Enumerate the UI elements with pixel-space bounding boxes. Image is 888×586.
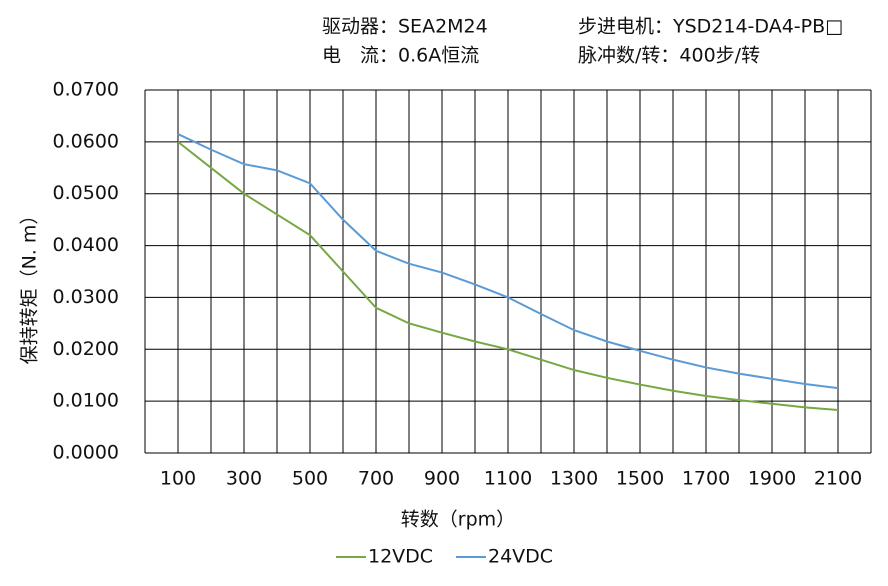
x-tick-label: 900	[424, 468, 460, 490]
legend-label: 24VDC	[488, 546, 553, 568]
x-tick-label: 2100	[814, 468, 862, 490]
y-tick-label: 0.0400	[53, 234, 119, 256]
x-tick-label: 1900	[748, 468, 796, 490]
y-tick-label: 0.0100	[53, 390, 119, 412]
header-pulse: 脉冲数/转：400步/转	[578, 45, 760, 67]
x-tick-label: 700	[358, 468, 394, 490]
y-tick-label: 0.0300	[53, 286, 119, 308]
x-tick-label: 100	[160, 468, 196, 490]
y-tick-label: 0.0500	[53, 182, 119, 204]
line-series	[177, 133, 839, 390]
x-axis-label: 转数（rpm）	[401, 509, 515, 531]
line-series	[177, 141, 839, 411]
x-tick-label: 1500	[616, 468, 664, 490]
y-axis-label: 保持转矩（N. m）	[19, 206, 41, 365]
y-tick-label: 0.0700	[53, 79, 119, 101]
y-tick-label: 0.0200	[53, 338, 119, 360]
header-driver: 驱动器：SEA2M24	[322, 16, 488, 38]
y-tick-label: 0.0600	[53, 130, 119, 152]
y-tick-label: 0.0000	[53, 442, 119, 464]
x-tick-label: 1700	[682, 468, 730, 490]
x-tick-label: 500	[292, 468, 328, 490]
x-tick-label: 1100	[484, 468, 532, 490]
legend-label: 12VDC	[368, 546, 433, 568]
x-tick-label: 1300	[550, 468, 598, 490]
header-current: 电 流：0.6A恒流	[322, 45, 479, 67]
x-tick-label: 300	[226, 468, 262, 490]
header-motor: 步进电机：YSD214-DA4-PB□	[578, 16, 843, 38]
